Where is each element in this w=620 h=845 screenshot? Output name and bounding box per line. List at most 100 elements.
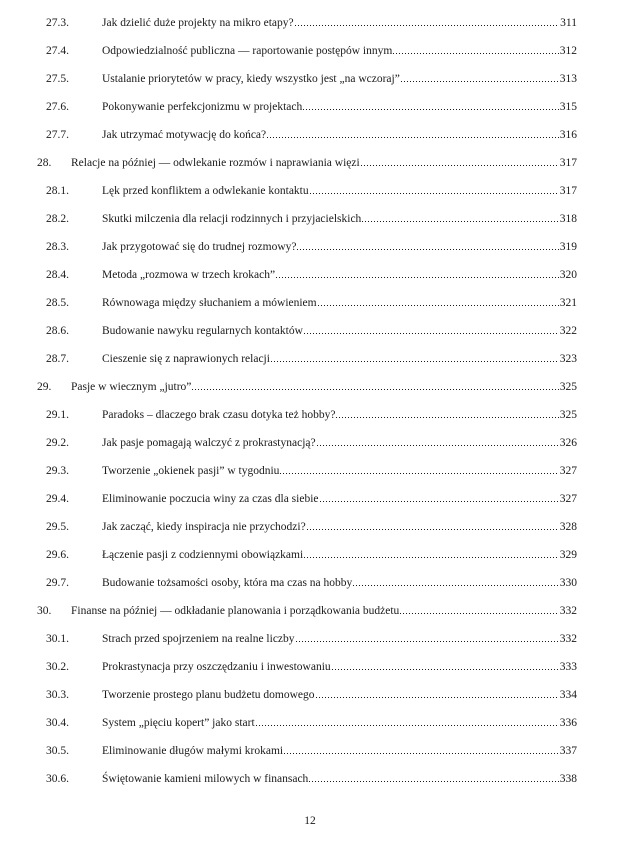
toc-entry-number: 27.7. [46, 129, 69, 141]
toc-entry-number: 27.4. [46, 45, 69, 57]
toc-list: 27.3. Jak dzielić duże projekty na mikro… [0, 9, 620, 793]
toc-dot-leader [270, 361, 559, 362]
toc-entry-title: System „pięciu kopert” jako start [102, 717, 255, 729]
toc-entry-page-number: 323 [559, 353, 577, 365]
toc-entry-page-number: 332 [559, 605, 577, 617]
toc-entry: 29.7. Budowanie tożsamości osoby, która … [0, 569, 620, 597]
toc-entry-title: Eliminowanie długów małymi krokami [102, 745, 284, 757]
toc-entry-title: Relacje na później — odwlekanie rozmów i… [71, 157, 360, 169]
toc-entry-title: Metoda „rozmowa w trzech krokach” [102, 269, 276, 281]
toc-dot-leader [360, 165, 559, 166]
toc-dot-leader [316, 445, 559, 446]
toc-entry: 27.6. Pokonywanie perfekcjonizmu w proje… [0, 93, 620, 121]
toc-entry-title: Skutki milczenia dla relacji rodzinnych … [102, 213, 362, 225]
toc-entry: 29.3. Tworzenie „okienek pasji” w tygodn… [0, 457, 620, 485]
toc-entry-number: 30.1. [46, 633, 69, 645]
toc-entry: 30.5. Eliminowanie długów małymi krokami… [0, 737, 620, 765]
toc-dot-leader [317, 305, 559, 306]
toc-dot-leader [303, 109, 559, 110]
toc-entry-title: Strach przed spojrzeniem na realne liczb… [102, 633, 295, 645]
toc-entry: 30.1. Strach przed spojrzeniem na realne… [0, 625, 620, 653]
toc-entry-page-number: 328 [559, 521, 577, 533]
toc-entry-number: 28. [37, 157, 52, 169]
toc-entry-number: 30.5. [46, 745, 69, 757]
toc-entry-number: 29.5. [46, 521, 69, 533]
toc-entry: 30.2. Prokrastynacja przy oszczędzaniu i… [0, 653, 620, 681]
toc-entry-title: Jak przygotować się do trudnej rozmowy? [102, 241, 297, 253]
toc-entry-title: Paradoks – dlaczego brak czasu dotyka te… [102, 409, 336, 421]
toc-entry-number: 28.6. [46, 325, 69, 337]
toc-entry-number: 27.3. [46, 17, 69, 29]
toc-dot-leader [267, 137, 559, 138]
toc-entry-title: Eliminowanie poczucia winy za czas dla s… [102, 493, 319, 505]
page-number-footer: 12 [304, 815, 316, 827]
toc-entry-page-number: 333 [559, 661, 577, 673]
toc-dot-leader [280, 473, 559, 474]
toc-entry-number: 29.3. [46, 465, 69, 477]
toc-dot-leader [309, 193, 559, 194]
toc-dot-leader [353, 585, 559, 586]
toc-entry: 27.4. Odpowiedzialność publiczna — rapor… [0, 37, 620, 65]
toc-dot-leader [331, 669, 559, 670]
toc-dot-leader [336, 417, 559, 418]
toc-entry-title: Cieszenie się z naprawionych relacji [102, 353, 270, 365]
toc-entry-page-number: 327 [559, 493, 577, 505]
toc-dot-leader [362, 221, 559, 222]
toc-dot-leader [295, 641, 559, 642]
toc-entry-number: 30.3. [46, 689, 69, 701]
toc-dot-leader [294, 25, 560, 26]
toc-entry-page-number: 338 [559, 773, 577, 785]
toc-dot-leader [284, 753, 559, 754]
toc-entry-page-number: 315 [559, 101, 577, 113]
toc-entry-title: Jak utrzymać motywację do końca? [102, 129, 267, 141]
toc-entry-number: 29. [37, 381, 52, 393]
toc-entry: 29.4. Eliminowanie poczucia winy za czas… [0, 485, 620, 513]
toc-dot-leader [400, 613, 559, 614]
toc-entry-number: 30. [37, 605, 52, 617]
toc-entry-title: Tworzenie „okienek pasji” w tygodniu [102, 465, 280, 477]
toc-entry-number: 29.6. [46, 549, 69, 561]
toc-entry-page-number: 319 [559, 241, 577, 253]
toc-entry: 30.6. Świętowanie kamieni milowych w fin… [0, 765, 620, 793]
toc-entry: 29.1. Paradoks – dlaczego brak czasu dot… [0, 401, 620, 429]
toc-entry-page-number: 330 [559, 577, 577, 589]
toc-entry: 30. Finanse na później — odkładanie plan… [0, 597, 620, 625]
toc-entry-number: 27.6. [46, 101, 69, 113]
toc-entry-number: 30.4. [46, 717, 69, 729]
toc-entry-page-number: 317 [559, 185, 577, 197]
toc-entry-page-number: 325 [559, 409, 577, 421]
toc-dot-leader [306, 529, 559, 530]
toc-entry-number: 29.1. [46, 409, 69, 421]
toc-entry-number: 30.2. [46, 661, 69, 673]
toc-entry-number: 28.1. [46, 185, 69, 197]
toc-dot-leader [309, 781, 559, 782]
toc-dot-leader [255, 725, 559, 726]
toc-entry: 28. Relacje na później — odwlekanie rozm… [0, 149, 620, 177]
toc-dot-leader [400, 81, 559, 82]
toc-entry-title: Świętowanie kamieni milowych w finansach [102, 773, 309, 785]
toc-entry-title: Ustalanie priorytetów w pracy, kiedy wsz… [102, 73, 400, 85]
toc-entry-number: 28.7. [46, 353, 69, 365]
toc-entry-number: 29.4. [46, 493, 69, 505]
toc-entry: 27.7. Jak utrzymać motywację do końca? 3… [0, 121, 620, 149]
toc-entry: 28.1. Lęk przed konfliktem a odwlekanie … [0, 177, 620, 205]
toc-dot-leader [192, 389, 559, 390]
toc-entry-number: 28.2. [46, 213, 69, 225]
toc-entry: 28.4. Metoda „rozmowa w trzech krokach” … [0, 261, 620, 289]
toc-dot-leader [393, 53, 559, 54]
toc-entry-title: Lęk przed konfliktem a odwlekanie kontak… [102, 185, 309, 197]
toc-entry-title: Jak dzielić duże projekty na mikro etapy… [102, 17, 294, 29]
toc-entry-number: 29.2. [46, 437, 69, 449]
toc-entry: 27.5. Ustalanie priorytetów w pracy, kie… [0, 65, 620, 93]
toc-entry-page-number: 337 [559, 745, 577, 757]
toc-entry-page-number: 334 [559, 689, 577, 701]
toc-entry-number: 30.6. [46, 773, 69, 785]
toc-entry: 28.5. Równowaga między słuchaniem a mówi… [0, 289, 620, 317]
toc-entry-page-number: 332 [559, 633, 577, 645]
toc-entry-page-number: 336 [559, 717, 577, 729]
toc-entry-page-number: 322 [559, 325, 577, 337]
toc-entry-title: Finanse na później — odkładanie planowan… [71, 605, 400, 617]
toc-dot-leader [304, 557, 559, 558]
toc-entry: 27.3. Jak dzielić duże projekty na mikro… [0, 9, 620, 37]
